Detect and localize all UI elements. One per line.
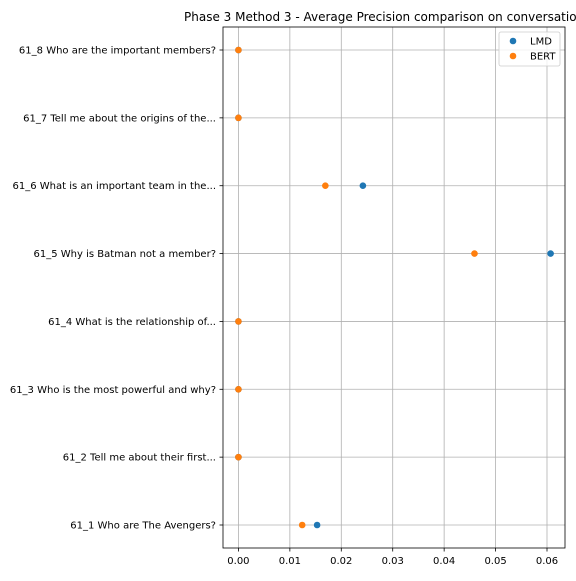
legend-marker-bert [509,52,517,60]
data-point-lmd [359,182,367,190]
legend-label-lmd: LMD [530,37,552,48]
data-point-bert [235,453,242,461]
data-point-bert [235,385,242,393]
y-tick-label: 61_8 Who are the important members? [19,46,216,57]
x-tick-label: 0.03 [382,556,404,567]
y-tick-label: 61_6 What is an important team in the... [13,181,216,192]
x-axis: 0.00 0.01 0.02 0.03 0.04 0.05 0.06 [227,548,558,567]
legend-marker-lmd [509,37,517,45]
y-tick-label: 61_7 Tell me about the origins of the... [23,113,216,124]
data-point-lmd [313,521,321,529]
x-tick-label: 0.05 [484,556,506,567]
data-point-lmd [547,250,554,257]
x-tick-label: 0.02 [330,556,352,567]
data-point-bert [235,318,242,325]
data-point-bert [298,521,306,529]
data-point-bert [322,182,329,190]
data-point-bert [235,114,242,122]
legend-label-bert: BERT [530,52,556,63]
grid [223,27,565,548]
x-tick-label: 0.04 [433,556,455,567]
x-tick-label: 0.01 [279,556,301,567]
y-tick-label: 61_4 What is the relationship of... [48,317,216,328]
legend: LMD BERT [498,31,561,67]
chart-title: Phase 3 Method 3 - Average Precision com… [184,10,576,24]
data-point-bert [235,46,242,54]
y-tick-label: 61_2 Tell me about their first... [63,453,216,464]
y-tick-label: 61_5 Why is Batman not a member? [34,249,216,260]
x-tick-label: 0.06 [536,556,558,567]
y-tick-label: 61_3 Who is the most powerful and why? [10,385,216,396]
x-tick-label: 0.00 [227,556,249,567]
y-tick-label: 61_1 Who are The Avengers? [70,521,216,532]
y-axis: 61_1 Who are The Avengers? 61_2 Tell me a… [10,46,223,532]
data-points [235,46,554,529]
data-point-bert [471,250,478,257]
plot-frame [222,26,566,549]
